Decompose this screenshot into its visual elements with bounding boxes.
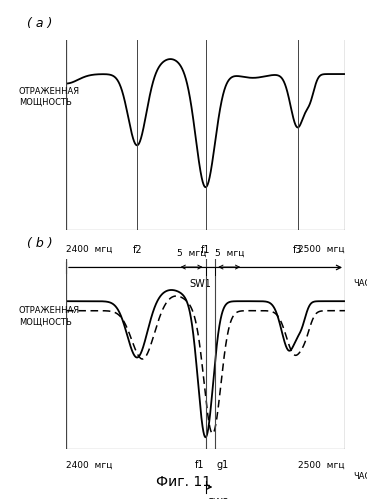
Text: g1: g1 bbox=[217, 461, 229, 471]
Text: ОТРАЖЕННАЯ
МОЩНОСТЬ: ОТРАЖЕННАЯ МОЩНОСТЬ bbox=[19, 306, 80, 326]
Text: Фиг. 11: Фиг. 11 bbox=[156, 475, 211, 489]
Text: 5  мгц: 5 мгц bbox=[215, 249, 244, 257]
Text: ( b ): ( b ) bbox=[27, 237, 52, 250]
Text: ЧАСТОТА: ЧАСТОТА bbox=[353, 472, 367, 481]
Text: 2500  мгц: 2500 мгц bbox=[298, 245, 345, 253]
Text: 2500  мгц: 2500 мгц bbox=[298, 461, 345, 470]
Text: 5  мгц: 5 мгц bbox=[177, 249, 206, 257]
Text: f1: f1 bbox=[195, 461, 204, 471]
Text: ЧАСТОТА: ЧАСТОТА bbox=[353, 279, 367, 288]
Text: f2: f2 bbox=[132, 245, 142, 254]
Text: 2400  мгц: 2400 мгц bbox=[66, 245, 112, 253]
Text: ( a ): ( a ) bbox=[27, 17, 52, 30]
Text: f1: f1 bbox=[201, 245, 210, 254]
Text: f3: f3 bbox=[293, 245, 302, 254]
Text: 2400  мгц: 2400 мгц bbox=[66, 461, 112, 470]
Text: SW1: SW1 bbox=[189, 279, 211, 289]
Text: ОТРАЖЕННАЯ
МОЩНОСТЬ: ОТРАЖЕННАЯ МОЩНОСТЬ bbox=[19, 87, 80, 107]
